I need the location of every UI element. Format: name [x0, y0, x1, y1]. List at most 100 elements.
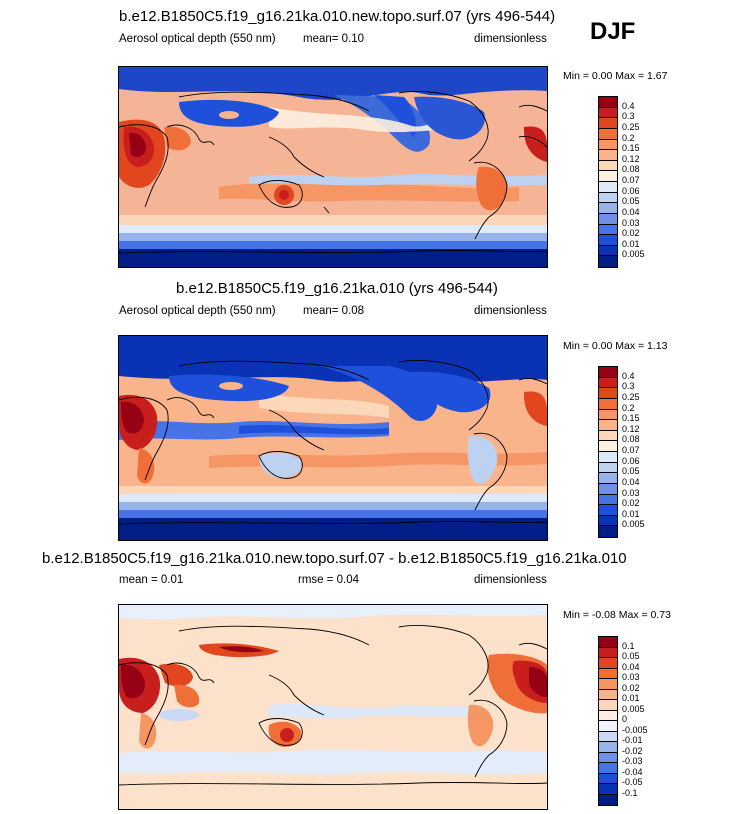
panel-2-minmax: Min = 0.00 Max = 1.13 [563, 340, 668, 352]
colorbar-label: 0.05 [622, 466, 640, 477]
colorbar-segment [599, 441, 617, 452]
colorbar-label: 0.06 [622, 185, 640, 196]
colorbar-segment [599, 118, 617, 129]
colorbar-segment [599, 752, 617, 763]
colorbar-label: 0.05 [622, 651, 640, 661]
panel-1-title: b.e12.B1850C5.f19_g16.21ka.010.new.topo.… [119, 8, 556, 25]
colorbar-label: 0.04 [622, 661, 640, 672]
colorbar-label: -0.02 [622, 745, 643, 756]
colorbar-label: 0.12 [622, 423, 640, 434]
colorbar-segment [599, 203, 617, 214]
colorbar-segment [599, 452, 617, 463]
panel-3-colorbar [598, 636, 618, 806]
colorbar-segment [599, 658, 617, 669]
colorbar-segment [599, 710, 617, 721]
panel-3-units: dimensionless [474, 574, 547, 586]
colorbar-segment [599, 235, 617, 246]
colorbar-segment [599, 763, 617, 774]
colorbar-label: -0.03 [622, 756, 643, 766]
colorbar-label: 0.03 [622, 672, 640, 682]
colorbar-segment [599, 245, 617, 257]
colorbar-segment [599, 794, 617, 805]
colorbar-segment [599, 731, 617, 742]
colorbar-label: 0.005 [622, 519, 645, 530]
colorbar-segment [599, 668, 617, 679]
colorbar-label: 0.25 [622, 121, 640, 132]
colorbar-segment [599, 97, 617, 108]
colorbar-label: 0.04 [622, 476, 640, 487]
panel-1-minmax: Min = 0.00 Max = 1.67 [563, 70, 668, 82]
panel-1-colorbar [598, 96, 618, 268]
colorbar-label: 0.3 [622, 111, 635, 122]
colorbar-segment [599, 462, 617, 474]
panel-3-mean: mean = 0.01 [119, 574, 184, 586]
colorbar-segment [599, 128, 617, 140]
colorbar-segment [599, 784, 617, 795]
colorbar-label: 0.005 [622, 703, 645, 714]
colorbar-label: 0.02 [622, 682, 640, 693]
colorbar-label: -0.1 [622, 787, 638, 798]
colorbar-label: 0.15 [622, 143, 640, 154]
panel-2-title: b.e12.B1850C5.f19_g16.21ka.010 (yrs 496-… [176, 280, 498, 297]
colorbar-label: -0.01 [622, 735, 643, 745]
colorbar-segment [599, 409, 617, 421]
colorbar-segment [599, 160, 617, 172]
colorbar-segment [599, 430, 617, 442]
colorbar-label: 0.01 [622, 508, 640, 519]
colorbar-label: 0.04 [622, 206, 640, 217]
colorbar-label: 0.2 [622, 132, 635, 143]
colorbar-segment [599, 689, 617, 700]
colorbar-segment [599, 526, 617, 537]
panel-1-variable-label: Aerosol optical depth (550 nm) [119, 33, 276, 45]
colorbar-label: -0.05 [622, 777, 643, 787]
colorbar-segment [599, 494, 617, 506]
colorbar-label: 0 [622, 714, 628, 724]
panel-3-title: b.e12.B1850C5.f19_g16.21ka.010.new.topo.… [42, 550, 627, 567]
panel-3-map [118, 604, 548, 810]
colorbar-label: 0.005 [622, 249, 645, 260]
colorbar-segment [599, 192, 617, 204]
colorbar-label: 0.4 [622, 370, 635, 381]
colorbar-segment [599, 213, 617, 225]
colorbar-segment [599, 505, 617, 516]
panel-3-rmse: rmse = 0.04 [298, 574, 360, 586]
colorbar-label: 0.01 [622, 693, 640, 703]
panel-2-colorbar [598, 366, 618, 538]
colorbar-segment [599, 679, 617, 690]
panel-2-mean: mean= 0.08 [303, 305, 365, 317]
panel-2-variable-label: Aerosol optical depth (550 nm) [119, 305, 276, 317]
colorbar-segment [599, 367, 617, 378]
colorbar-segment [599, 377, 617, 389]
colorbar-label: 0.03 [622, 487, 640, 498]
colorbar-label: 0.4 [622, 100, 635, 111]
colorbar-label: 0.2 [622, 402, 635, 413]
colorbar-segment [599, 742, 617, 753]
colorbar-segment [599, 171, 617, 182]
colorbar-segment [599, 700, 617, 711]
colorbar-label: 0.07 [622, 175, 640, 185]
panel-1-mean: mean= 0.10 [303, 33, 365, 45]
colorbar-label: -0.04 [622, 766, 643, 777]
colorbar-label: 0.07 [622, 445, 640, 455]
panel-3-minmax: Min = -0.08 Max = 0.73 [563, 609, 671, 621]
colorbar-segment [599, 139, 617, 151]
season-label: DJF [590, 18, 636, 45]
colorbar-segment [599, 637, 617, 648]
colorbar-label: 0.1 [622, 640, 635, 651]
colorbar-label: 0.12 [622, 153, 640, 164]
panel-1-map [118, 66, 548, 268]
panel-2-map [118, 335, 548, 541]
colorbar-label: 0.05 [622, 196, 640, 207]
colorbar-segment [599, 515, 617, 527]
colorbar-segment [599, 473, 617, 484]
colorbar-segment [599, 773, 617, 784]
colorbar-label: 0.08 [622, 164, 640, 175]
panel-1-units: dimensionless [474, 33, 547, 45]
colorbar-segment [599, 398, 617, 410]
colorbar-label: 0.06 [622, 455, 640, 466]
colorbar-segment [599, 182, 617, 193]
colorbar-segment [599, 721, 617, 732]
colorbar-label: 0.15 [622, 413, 640, 424]
colorbar-segment [599, 107, 617, 119]
panel-2-units: dimensionless [474, 305, 547, 317]
